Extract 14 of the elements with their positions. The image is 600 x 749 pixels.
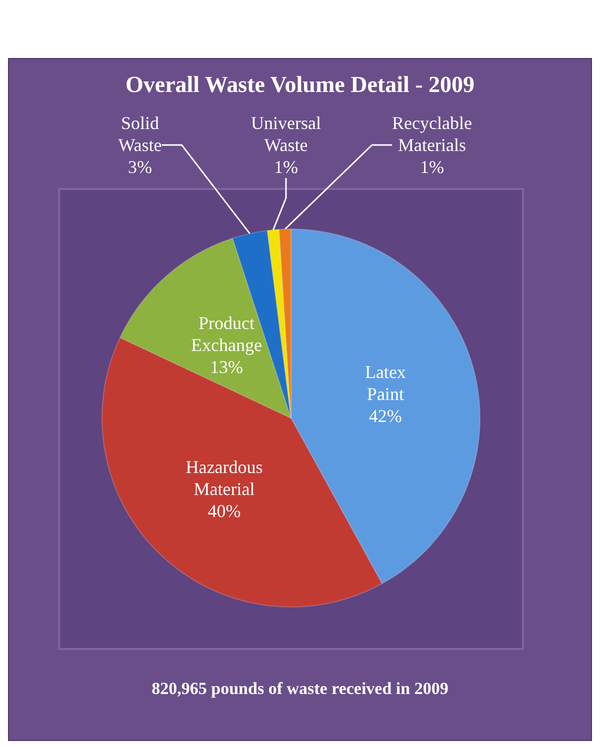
data-label: 1% — [420, 157, 444, 177]
data-label: 3% — [128, 157, 152, 177]
slice-label: Product Exchange — [191, 312, 262, 355]
slice-label: Universal Waste — [251, 113, 321, 155]
data-label: 13% — [210, 356, 244, 377]
slice-label: Recyclable Materials — [392, 113, 472, 155]
slice-label: Hazardous Material — [186, 457, 263, 500]
data-label: 42% — [368, 406, 402, 426]
slice-label: Solid Waste — [118, 113, 162, 155]
data-label: 1% — [274, 157, 298, 177]
slice-label: Latex Paint — [364, 362, 406, 404]
text: 820,965 pounds of waste received in 2009 — [152, 679, 448, 698]
data-label: 40% — [208, 501, 241, 522]
chart-title: Overall Waste Volume Detail - 2009 — [125, 72, 475, 97]
